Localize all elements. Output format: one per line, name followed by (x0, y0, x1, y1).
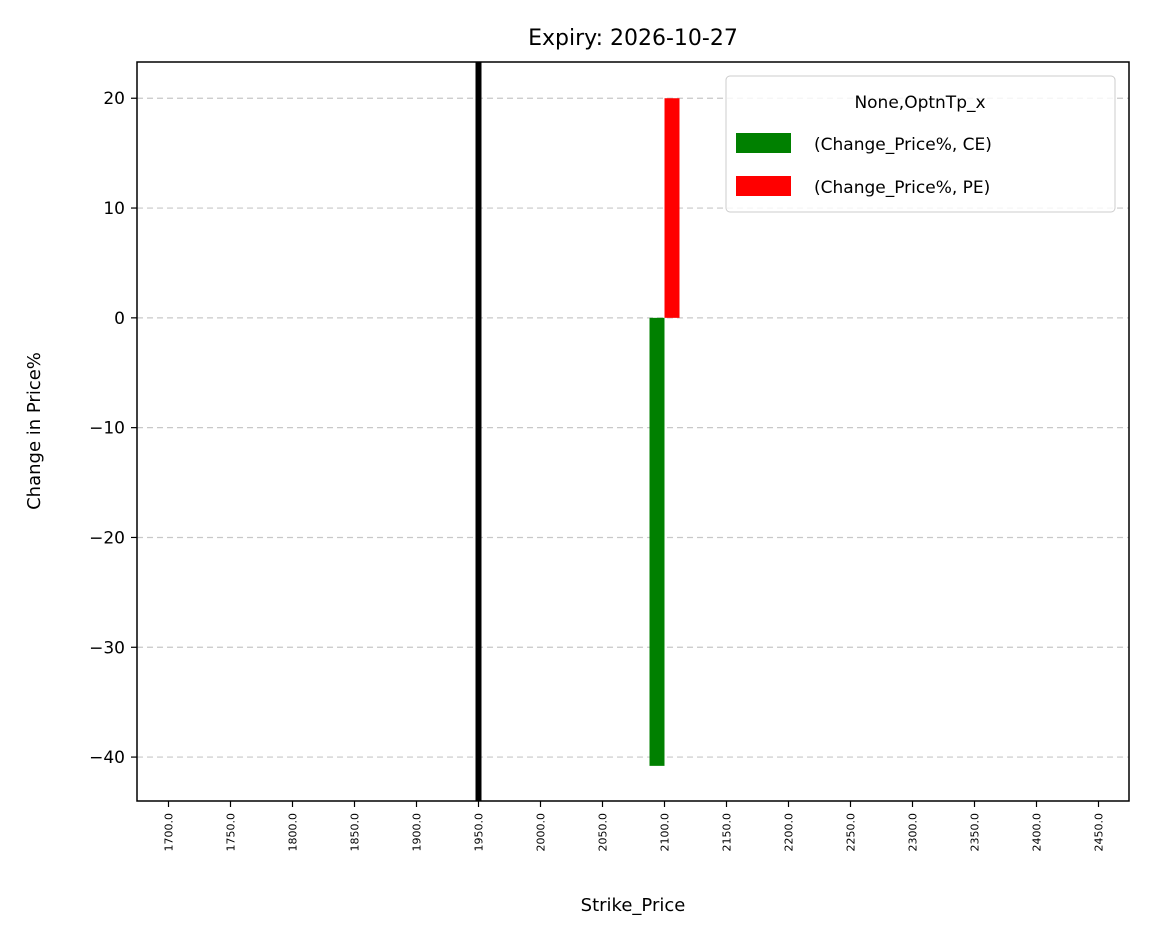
y-tick-label: −40 (89, 748, 125, 768)
x-tick-label: 2150.0 (721, 813, 734, 852)
x-axis-label: Strike_Price (581, 895, 686, 916)
y-tick-label: 10 (103, 199, 125, 219)
x-tick-label: 1750.0 (225, 813, 238, 852)
legend-title: None,OptnTp_x (854, 93, 985, 113)
legend-label-ce: (Change_Price%, CE) (814, 135, 992, 155)
x-tick-label: 2200.0 (783, 813, 796, 852)
bar-ce (650, 318, 665, 766)
x-tick-label: 2350.0 (969, 813, 982, 852)
legend-label-pe: (Change_Price%, PE) (814, 178, 990, 198)
legend-swatch-pe (736, 176, 791, 196)
legend: None,OptnTp_x (Change_Price%, CE) (Chang… (726, 76, 1115, 212)
y-tick-label: 0 (114, 309, 125, 329)
x-tick-label: 2050.0 (597, 813, 610, 852)
bar-pe (665, 98, 680, 318)
y-axis-label: Change in Price% (24, 352, 45, 510)
x-tick-label: 2450.0 (1093, 813, 1106, 852)
x-tick-label: 1800.0 (287, 813, 300, 852)
chart-title: Expiry: 2026-10-27 (528, 26, 738, 51)
y-tick-label: −20 (89, 528, 125, 548)
x-tick-label: 2100.0 (659, 813, 672, 852)
x-tick-label: 1850.0 (349, 813, 362, 852)
y-tick-label: 20 (103, 89, 125, 109)
y-tick-label: −30 (89, 638, 125, 658)
x-tick-label: 2000.0 (535, 813, 548, 852)
x-tick-label: 2400.0 (1031, 813, 1044, 852)
x-tick-label: 1950.0 (473, 813, 486, 852)
legend-swatch-ce (736, 133, 791, 153)
x-tick-label: 2250.0 (845, 813, 858, 852)
y-tick-label: −10 (89, 419, 125, 439)
x-tick-label: 1900.0 (411, 813, 424, 852)
x-tick-label: 1700.0 (163, 813, 176, 852)
x-tick-label: 2300.0 (907, 813, 920, 852)
